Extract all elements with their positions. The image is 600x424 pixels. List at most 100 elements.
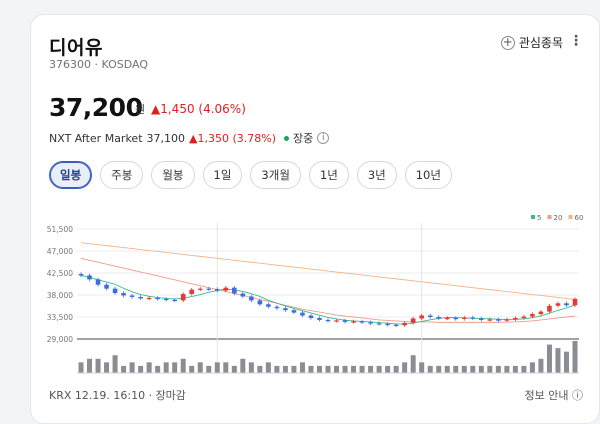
- candle-body: [359, 321, 365, 323]
- volume-bar: [376, 365, 382, 373]
- candle-body: [240, 293, 246, 297]
- candle-body: [249, 296, 254, 301]
- candle-body: [214, 289, 220, 291]
- volume-bar: [291, 365, 297, 373]
- favorite-label: 관심종목: [518, 36, 563, 50]
- volume-bar: [121, 365, 127, 373]
- volume-bar: [265, 362, 271, 373]
- candle-body: [444, 317, 450, 320]
- nxt-label: NXT After Market: [49, 131, 143, 145]
- market-status: 장중: [293, 132, 314, 145]
- volume-bar: [351, 365, 357, 373]
- volume-bar: [470, 365, 476, 373]
- volume-bar: [223, 362, 229, 373]
- candle-body: [180, 294, 186, 301]
- more-icon[interactable]: ⋮: [569, 33, 583, 49]
- candle-body: [146, 297, 152, 300]
- ma20-line: [80, 257, 576, 323]
- info-icon[interactable]: i: [317, 132, 330, 144]
- tab-7[interactable]: 3년: [356, 161, 397, 189]
- volume-bar: [325, 365, 331, 373]
- candle-body: [487, 319, 493, 321]
- tab-5[interactable]: 3개월: [250, 161, 301, 189]
- volume-bar: [248, 362, 254, 373]
- volume-bar: [546, 344, 552, 373]
- tab-3[interactable]: 월봉: [151, 161, 195, 189]
- candle-body: [283, 308, 288, 311]
- candle-body: [138, 296, 143, 299]
- candle-body: [291, 310, 297, 313]
- candle-body: [163, 298, 169, 301]
- volume-bar: [419, 362, 425, 373]
- candle-body: [470, 317, 476, 319]
- candle-body: [334, 320, 339, 322]
- tab-2[interactable]: 주봉: [100, 161, 144, 189]
- tab-1[interactable]: 일봉: [49, 161, 93, 189]
- volume-bar: [316, 365, 322, 373]
- y-tick-label: 51,500: [47, 225, 73, 234]
- candle-body: [300, 312, 305, 316]
- volume-bar: [146, 362, 152, 373]
- volume-bar: [427, 365, 433, 373]
- candle-body: [436, 317, 442, 319]
- candle-body: [104, 284, 109, 289]
- candle-body: [504, 319, 510, 321]
- info-guide-button[interactable]: 정보 안내 ⓘ: [525, 387, 583, 403]
- volume-bar: [155, 365, 161, 373]
- nxt-after-market: NXT After Market 37,100 ▲1,350 (3.78%) 장…: [49, 130, 330, 146]
- market-footer: KRX 12.19. 16:10 · 장마감: [49, 389, 186, 402]
- volume-bar: [334, 365, 340, 373]
- volume-bar: [282, 365, 288, 373]
- candle-body: [410, 318, 416, 323]
- volume-bar: [104, 362, 110, 373]
- volume-bar: [444, 365, 450, 373]
- tab-4[interactable]: 1일: [202, 161, 243, 189]
- volume-bar: [402, 362, 408, 373]
- candle-body: [538, 311, 544, 315]
- volume-bar: [487, 365, 493, 373]
- volume-bar: [206, 365, 212, 373]
- current-price: 37,200: [49, 93, 143, 122]
- candle-body: [376, 323, 382, 325]
- volume-bar: [180, 358, 186, 373]
- volume-bar: [299, 362, 305, 373]
- candle-body: [427, 315, 433, 317]
- candle-body: [555, 303, 561, 306]
- favorite-button[interactable]: + 관심종목: [500, 34, 563, 51]
- tab-8[interactable]: 10년: [404, 161, 452, 189]
- candle-body: [513, 317, 518, 320]
- volume-bar: [529, 362, 535, 373]
- candle-body: [95, 279, 101, 285]
- volume-bar: [478, 365, 484, 373]
- candle-body: [402, 322, 407, 326]
- candle-body: [342, 320, 348, 322]
- candle-body: [461, 317, 467, 319]
- volume-bar: [572, 341, 578, 373]
- volume-bar: [129, 362, 135, 373]
- candle-body: [351, 321, 356, 323]
- candle-body: [530, 314, 535, 317]
- volume-bar: [257, 365, 263, 373]
- volume-bar: [78, 362, 84, 373]
- candle-body: [189, 289, 195, 295]
- volume-bar: [308, 365, 314, 373]
- volume-bar: [163, 362, 169, 373]
- volume-bar: [138, 365, 144, 373]
- y-tick-label: 33,500: [47, 313, 73, 322]
- candle-body: [257, 300, 263, 305]
- tab-6[interactable]: 1년: [308, 161, 349, 189]
- candle-body: [547, 305, 552, 312]
- legend-swatch: [547, 215, 552, 219]
- volume-bar: [436, 365, 442, 373]
- candle-body: [232, 287, 237, 294]
- candle-body: [223, 287, 229, 291]
- candle-body: [521, 316, 527, 318]
- price-chart[interactable]: 51,50047,00042,50038,00033,50029,00011/0…: [31, 203, 600, 378]
- candle-body: [317, 317, 322, 320]
- candle-body: [393, 324, 399, 327]
- nxt-change: ▲1,350 (3.78%): [189, 131, 276, 145]
- volume-bar: [274, 365, 280, 373]
- volume-bar: [112, 355, 118, 373]
- y-tick-label: 38,000: [47, 291, 73, 300]
- candle-body: [564, 303, 569, 306]
